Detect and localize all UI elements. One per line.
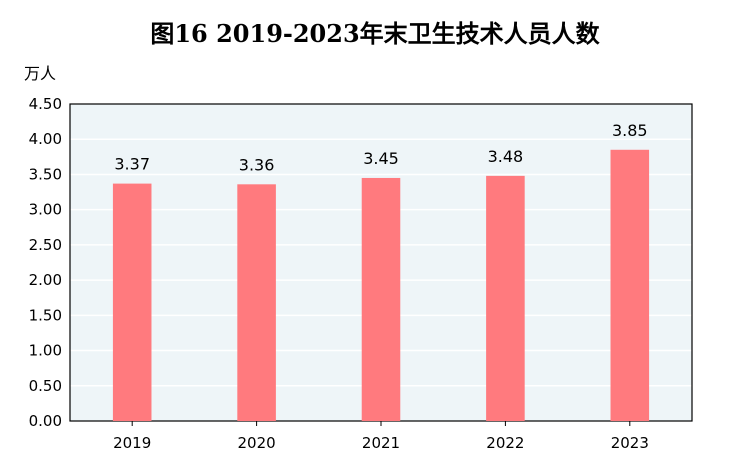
data-label: 3.48 bbox=[488, 147, 524, 166]
y-tick-label: 3.50 bbox=[29, 165, 62, 183]
data-label: 3.37 bbox=[114, 155, 150, 174]
bar-2020 bbox=[237, 184, 276, 421]
bar-2023 bbox=[610, 149, 650, 422]
x-tick-label: 2020 bbox=[238, 434, 276, 452]
data-label: 3.36 bbox=[239, 155, 275, 174]
x-tick-label: 2021 bbox=[362, 434, 400, 452]
y-tick-label: 1.50 bbox=[29, 306, 62, 324]
data-label: 3.85 bbox=[612, 121, 648, 140]
y-tick-label: 0.00 bbox=[29, 412, 62, 430]
x-tick-label: 2022 bbox=[486, 434, 524, 452]
chart-title: 图16 2019-2023年末卫生技术人员人数 bbox=[150, 19, 600, 48]
x-tick-label: 2019 bbox=[113, 434, 151, 452]
y-tick-label: 3.00 bbox=[29, 201, 62, 219]
bar-2022 bbox=[486, 175, 525, 421]
data-label: 3.45 bbox=[363, 149, 399, 168]
y-tick-label: 2.50 bbox=[29, 236, 62, 254]
y-tick-label: 1.00 bbox=[29, 342, 62, 360]
bar-2021 bbox=[361, 177, 401, 421]
y-tick-label: 4.00 bbox=[29, 130, 62, 148]
y-axis-unit-label: 万人 bbox=[24, 64, 57, 83]
x-tick-label: 2023 bbox=[611, 434, 649, 452]
bar-2019 bbox=[112, 183, 152, 421]
y-tick-label: 0.50 bbox=[29, 377, 62, 395]
y-tick-label: 4.50 bbox=[29, 95, 62, 113]
y-tick-label: 2.00 bbox=[29, 271, 62, 289]
